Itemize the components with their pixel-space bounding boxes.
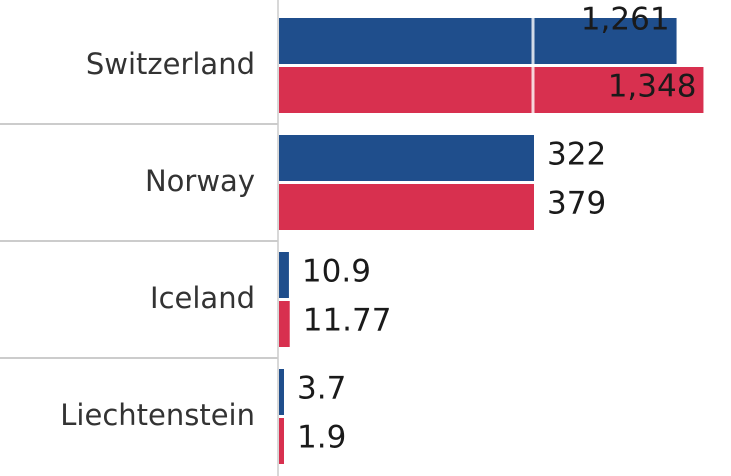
- value-label: 379: [547, 186, 606, 222]
- bar: [279, 67, 704, 113]
- category-label: Norway: [145, 164, 255, 198]
- bar: [279, 252, 289, 298]
- bar: [279, 369, 284, 415]
- bar: [279, 184, 534, 230]
- value-label: 10.9: [302, 254, 371, 290]
- category-label: Liechtenstein: [60, 398, 255, 432]
- bar: [279, 418, 284, 464]
- value-label: 322: [547, 137, 606, 173]
- value-label: 1.9: [297, 420, 346, 456]
- category-label: Switzerland: [86, 47, 255, 81]
- bar: [279, 18, 677, 64]
- bar: [279, 301, 290, 347]
- value-label: 11.77: [303, 303, 392, 339]
- bar: [279, 135, 534, 181]
- value-label: 3.7: [297, 371, 346, 407]
- value-label: 1,348: [608, 69, 697, 105]
- value-label: 1,261: [581, 2, 670, 38]
- category-label: Iceland: [150, 281, 255, 315]
